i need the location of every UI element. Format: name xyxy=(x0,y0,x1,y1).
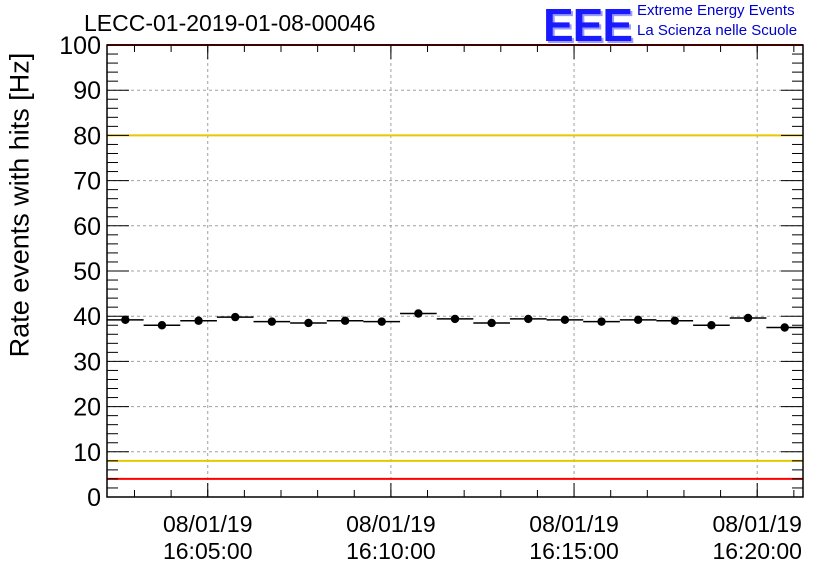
data-point xyxy=(670,316,679,325)
x-tick-label-date: 08/01/19 xyxy=(163,511,253,537)
data-point xyxy=(414,309,423,318)
y-tick-label: 0 xyxy=(87,484,101,512)
data-point xyxy=(524,314,533,324)
logo-caption-line1: Extreme Energy Events xyxy=(637,2,795,19)
y-tick-label: 70 xyxy=(73,168,101,196)
y-tick-label: 50 xyxy=(73,258,101,286)
data-point xyxy=(304,318,313,328)
y-tick-label: 20 xyxy=(73,394,101,422)
data-point xyxy=(157,321,167,330)
x-tick-label-time: 16:10:00 xyxy=(346,538,436,564)
x-tick-label-date: 08/01/19 xyxy=(712,511,802,537)
eee-logo: EEE xyxy=(543,0,633,51)
y-tick-label: 30 xyxy=(73,348,101,376)
data-point xyxy=(231,312,240,322)
data-point xyxy=(450,314,460,324)
y-tick-label: 100 xyxy=(59,32,101,60)
tick-labels: 010203040506070809010008/01/1916:05:0008… xyxy=(59,32,802,564)
grid-lines xyxy=(107,45,803,497)
data-point xyxy=(377,317,386,326)
reference-lines xyxy=(107,44,803,480)
chart-title: LECC-01-2019-01-08-00046 xyxy=(84,10,376,36)
data-point xyxy=(340,316,350,325)
data-point xyxy=(121,315,130,325)
x-tick-label-date: 08/01/19 xyxy=(529,511,619,537)
axis-ticks xyxy=(107,44,803,498)
logo-caption-line2: La Scienza nelle Scuole xyxy=(637,22,798,39)
data-point xyxy=(267,317,277,326)
x-tick-label-time: 16:15:00 xyxy=(529,538,619,564)
y-axis-label: Rate events with hits [Hz] xyxy=(4,52,35,358)
data-point xyxy=(560,315,570,325)
y-tick-label: 60 xyxy=(73,213,101,241)
data-point xyxy=(487,318,496,328)
x-tick-label-time: 16:20:00 xyxy=(712,538,802,564)
x-tick-label-time: 16:05:00 xyxy=(163,538,253,564)
data-series xyxy=(107,309,803,332)
data-point xyxy=(707,321,716,330)
y-tick-label: 90 xyxy=(73,77,101,105)
data-point xyxy=(633,315,643,325)
y-tick-label: 80 xyxy=(73,122,101,150)
data-point xyxy=(597,317,606,326)
x-tick-label-date: 08/01/19 xyxy=(346,511,436,537)
data-point xyxy=(194,316,203,325)
y-tick-label: 10 xyxy=(73,439,101,467)
y-tick-label: 40 xyxy=(73,303,101,331)
data-point xyxy=(743,313,753,323)
data-point xyxy=(780,323,789,332)
